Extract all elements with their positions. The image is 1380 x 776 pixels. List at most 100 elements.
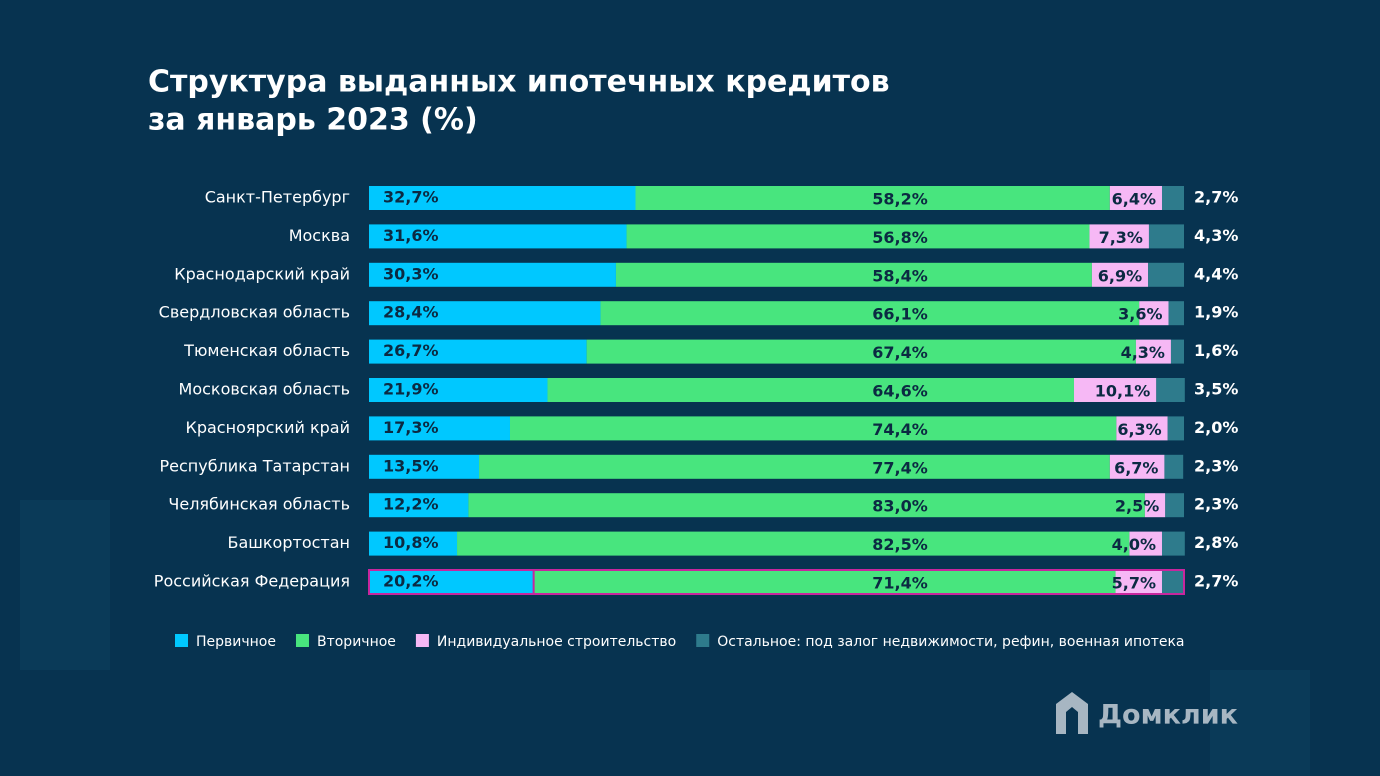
bar-segment bbox=[1165, 493, 1184, 518]
bar-segment bbox=[586, 339, 1136, 364]
bar-segment bbox=[547, 378, 1074, 402]
legend-swatch bbox=[295, 634, 309, 647]
bar-segment bbox=[369, 339, 587, 364]
bar-segment bbox=[1161, 570, 1184, 594]
bar-segment bbox=[369, 454, 480, 479]
bar-segment bbox=[479, 454, 1110, 479]
data-label: 20,2% bbox=[383, 572, 439, 591]
data-label: 1,9% bbox=[1194, 303, 1238, 322]
bar-segment bbox=[615, 262, 1092, 287]
bar-segment bbox=[369, 378, 548, 402]
decor bbox=[20, 500, 110, 670]
data-label: 4,3% bbox=[1194, 226, 1238, 245]
data-label: 17,3% bbox=[383, 418, 439, 437]
bar-segment bbox=[533, 570, 1116, 594]
data-label: 21,9% bbox=[383, 380, 439, 399]
bar-segment bbox=[1167, 416, 1184, 441]
y-tick-label: Москва bbox=[289, 226, 350, 245]
bar-segment bbox=[1164, 454, 1184, 479]
bar-segment bbox=[1073, 378, 1157, 402]
data-label: 26,7% bbox=[383, 341, 439, 360]
data-label: 71,4% bbox=[872, 574, 928, 593]
bar-segment bbox=[1115, 570, 1162, 594]
data-label: 58,2% bbox=[872, 190, 928, 209]
legend-swatch bbox=[415, 634, 429, 647]
legend-label: Остальное: под залог недвижимости, рефин… bbox=[717, 634, 1184, 650]
bar-segment bbox=[369, 570, 534, 594]
legend-swatch bbox=[696, 634, 710, 647]
bar-segment bbox=[1089, 224, 1149, 249]
data-label: 30,3% bbox=[383, 264, 439, 283]
bar-segment bbox=[1148, 224, 1184, 249]
bar-segment bbox=[626, 224, 1090, 249]
data-label: 10,1% bbox=[1095, 382, 1151, 401]
data-label: 2,3% bbox=[1194, 456, 1238, 475]
y-tick-label: Башкортостан bbox=[227, 533, 350, 552]
bar-segment bbox=[600, 301, 1140, 326]
data-label: 64,6% bbox=[872, 382, 928, 401]
legend-label: Первичное bbox=[196, 634, 276, 650]
y-tick-label: Московская область bbox=[179, 380, 350, 399]
data-label: 6,3% bbox=[1117, 420, 1161, 439]
bar-segment bbox=[1156, 378, 1185, 402]
highlight-outline bbox=[368, 569, 1185, 595]
data-label: 6,4% bbox=[1112, 190, 1156, 209]
data-label: 83,0% bbox=[872, 497, 928, 516]
data-label: 6,7% bbox=[1114, 458, 1158, 477]
data-label: 13,5% bbox=[383, 456, 439, 475]
data-label: 10,8% bbox=[383, 533, 439, 552]
data-label: 32,7% bbox=[383, 188, 439, 207]
y-tick-label: Санкт-Петербург bbox=[205, 188, 350, 207]
brand-name: Домклик bbox=[1098, 700, 1238, 731]
bar-segment bbox=[1170, 339, 1184, 364]
bar-segment bbox=[1161, 186, 1184, 210]
chart-title: за январь 2023 (%) bbox=[148, 103, 478, 138]
bar-segment bbox=[369, 301, 601, 326]
data-label: 6,9% bbox=[1098, 266, 1142, 285]
bar-segment bbox=[1148, 262, 1184, 287]
bar-segment bbox=[1139, 301, 1169, 326]
bar-segment bbox=[1091, 262, 1149, 287]
data-label: 31,6% bbox=[383, 226, 439, 245]
data-label: 7,3% bbox=[1099, 228, 1143, 247]
bar-segment bbox=[635, 186, 1110, 210]
y-tick-label: Краснодарский край bbox=[174, 264, 350, 283]
legend-swatch bbox=[175, 634, 188, 647]
y-tick-label: Республика Татарстан bbox=[159, 456, 350, 475]
legend-label: Вторичное bbox=[317, 634, 396, 650]
y-tick-label: Челябинская область bbox=[168, 495, 350, 514]
brand-logo bbox=[1056, 692, 1088, 734]
bar-segment bbox=[369, 224, 627, 249]
chart-title: Структура выданных ипотечных кредитов bbox=[148, 65, 890, 100]
y-tick-label: Свердловская область bbox=[159, 303, 350, 322]
bar-segment bbox=[369, 262, 616, 287]
bar-segment bbox=[369, 186, 636, 210]
y-tick-label: Красноярский край bbox=[185, 418, 350, 437]
data-label: 2,3% bbox=[1194, 495, 1238, 514]
bar-segment bbox=[1168, 301, 1184, 326]
data-label: 1,6% bbox=[1194, 341, 1238, 360]
data-label: 2,7% bbox=[1194, 572, 1238, 591]
data-label: 77,4% bbox=[872, 458, 928, 477]
decor bbox=[1210, 670, 1310, 776]
data-label: 66,1% bbox=[872, 305, 928, 324]
bar-segment bbox=[369, 416, 510, 441]
bar-segment bbox=[1129, 531, 1162, 556]
bar-segment bbox=[1135, 339, 1171, 364]
data-label: 2,8% bbox=[1194, 533, 1238, 552]
bar-segment bbox=[369, 493, 469, 518]
data-label: 74,4% bbox=[872, 420, 928, 439]
data-label: 67,4% bbox=[872, 343, 928, 362]
data-label: 2,7% bbox=[1194, 188, 1238, 207]
y-tick-label: Российская Федерация bbox=[154, 572, 350, 591]
bar-segment bbox=[509, 416, 1117, 441]
data-label: 4,3% bbox=[1121, 343, 1165, 362]
data-label: 2,0% bbox=[1194, 418, 1238, 437]
y-tick-label: Тюменская область bbox=[183, 341, 350, 360]
data-label: 3,5% bbox=[1194, 380, 1238, 399]
data-label: 12,2% bbox=[383, 495, 439, 514]
data-label: 4,4% bbox=[1194, 264, 1238, 283]
bar-segment bbox=[1109, 186, 1162, 210]
data-label: 2,5% bbox=[1115, 497, 1159, 516]
